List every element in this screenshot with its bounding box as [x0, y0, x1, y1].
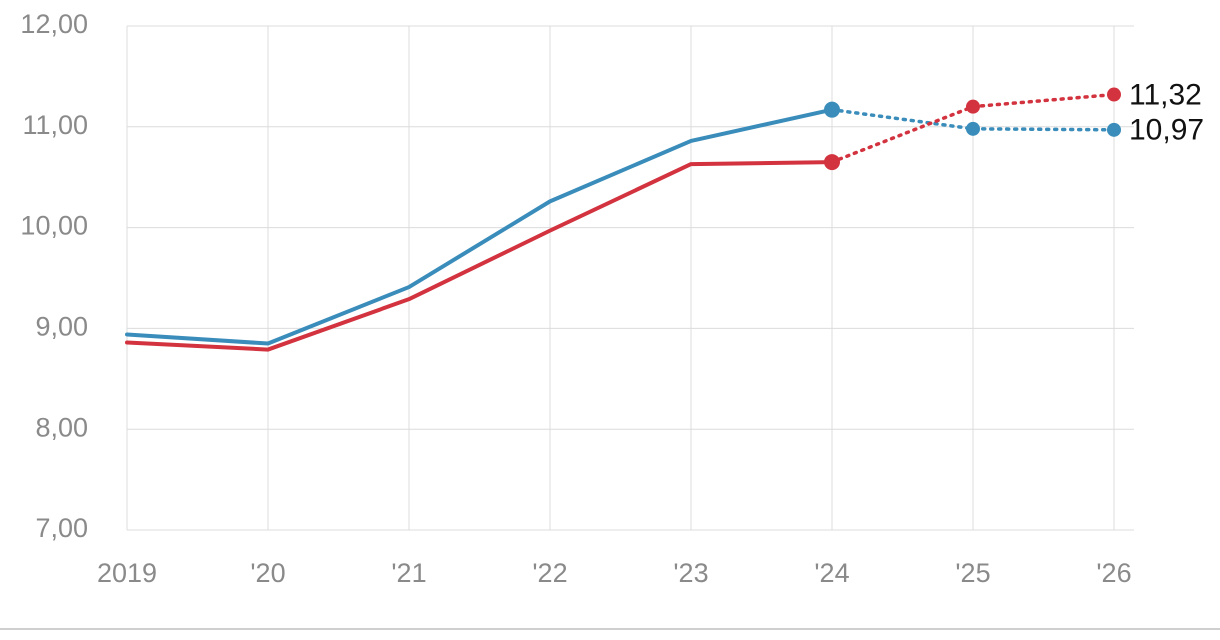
y-tick-label: 12,00	[20, 9, 88, 39]
y-tick-label: 7,00	[35, 513, 88, 543]
y-axis-ticks: 12,00 11,00 10,00 9,00 8,00 7,00	[20, 9, 88, 543]
series-group	[125, 87, 1121, 352]
series-1-point	[1107, 122, 1121, 137]
y-tick-label: 9,00	[35, 312, 88, 342]
x-tick-label: '22	[532, 558, 567, 588]
x-tick-label: '24	[814, 558, 849, 588]
x-tick-label: '21	[391, 558, 426, 588]
series-1-line-actual	[125, 107, 834, 346]
y-tick-label: 8,00	[35, 412, 88, 442]
x-tick-label: '20	[250, 558, 285, 588]
x-axis-ticks: 2019 '20 '21 '22 '23 '24 '25 '26	[97, 558, 1132, 588]
series-2-line-actual	[125, 160, 834, 352]
series-1-point	[824, 101, 840, 118]
x-tick-label: '26	[1096, 558, 1131, 588]
y-tick-label: 10,00	[20, 211, 88, 241]
x-tick-label: 2019	[97, 558, 157, 588]
series-1-end-label: 10,97	[1129, 114, 1204, 147]
series-2-point	[824, 154, 840, 171]
series-2-point	[1107, 87, 1121, 102]
grid	[126, 25, 1134, 531]
series-1-point	[966, 121, 980, 136]
y-tick-label: 11,00	[22, 110, 88, 140]
x-tick-label: '23	[673, 558, 708, 588]
series-2-end-label: 11,32	[1129, 78, 1202, 111]
series-2-point	[966, 99, 980, 114]
x-tick-label: '25	[955, 558, 990, 588]
